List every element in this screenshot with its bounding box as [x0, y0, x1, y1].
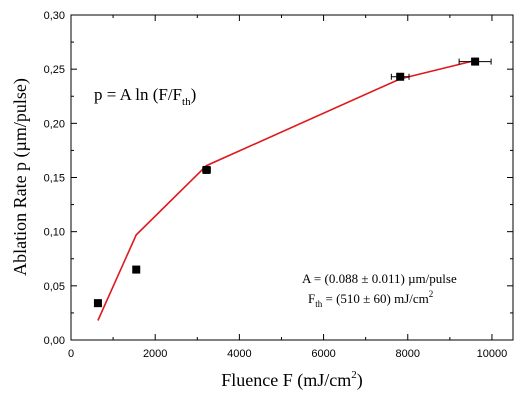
- x-tick-label: 8000: [396, 348, 420, 360]
- y-tick-label: 0,30: [44, 10, 65, 22]
- x-axis-ticks: 0 2000 4000 6000 8000 10000: [68, 15, 507, 360]
- fth-sup: 2: [429, 289, 434, 299]
- data-points: [93, 57, 492, 308]
- data-point: [202, 165, 211, 174]
- y-tick-label: 0,15: [44, 173, 65, 185]
- fit-curve: [97, 59, 476, 321]
- x-tick-label: 4000: [227, 348, 251, 360]
- x-axis-title-sup: 2: [351, 369, 357, 381]
- data-point: [132, 265, 141, 274]
- x-axis-title-main: Fluence F (mJ/cm: [221, 370, 351, 391]
- fit-param-Fth: Fth = (510 ± 60) mJ/cm2: [308, 289, 433, 309]
- fit-param-A: A = (0.088 ± 0.011) µm/pulse: [302, 271, 457, 286]
- y-axis-ticks: 0,00 0,05 0,10 0,15 0,20 0,25 0,30: [44, 10, 513, 347]
- formula-main: p = A ln (F/F: [94, 85, 182, 104]
- y-tick-label: 0,25: [44, 64, 65, 76]
- x-tick-label: 0: [68, 348, 74, 360]
- formula-sub: th: [182, 96, 191, 108]
- y-tick-label: 0,10: [44, 227, 65, 239]
- data-point: [93, 299, 102, 308]
- data-point: [396, 72, 405, 81]
- plot-frame: [70, 14, 514, 341]
- y-tick-label: 0,00: [44, 335, 65, 347]
- x-axis-title-end: ): [357, 370, 363, 391]
- x-tick-label: 10000: [477, 348, 508, 360]
- y-axis-title: Ablation Rate p (µm/pulse): [10, 78, 31, 276]
- y-tick-label: 0,05: [44, 281, 65, 293]
- fth-prefix: F: [308, 291, 315, 306]
- formula-annotation: p = A ln (F/Fth): [94, 85, 196, 108]
- fth-rest: = (510 ± 60) mJ/cm: [322, 291, 429, 306]
- fth-sub: th: [315, 299, 323, 309]
- y-tick-label: 0,20: [44, 118, 65, 130]
- x-tick-label: 6000: [311, 348, 335, 360]
- x-tick-label: 2000: [143, 348, 167, 360]
- formula-end: ): [191, 85, 197, 104]
- x-axis-title: Fluence F (mJ/cm2): [221, 369, 362, 391]
- data-point: [471, 57, 480, 66]
